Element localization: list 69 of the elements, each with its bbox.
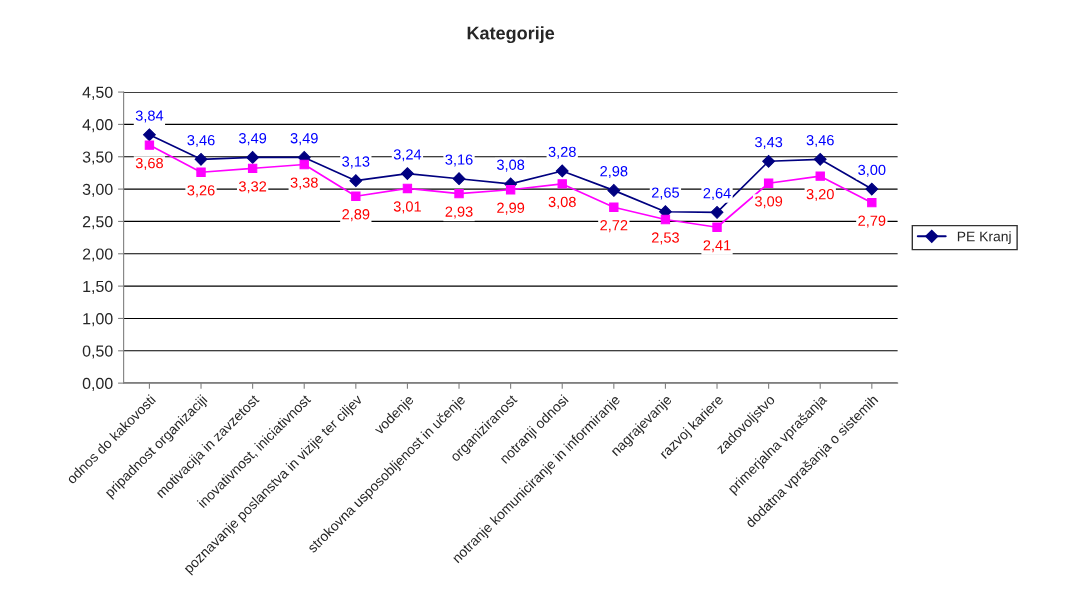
point [194,152,208,166]
y-tick-label: 1,00 [83,313,113,327]
point [867,197,877,208]
data-label: 3,24 [393,149,422,162]
data-label: 3,09 [754,196,783,209]
data-label: 2,53 [651,232,679,245]
point [143,128,156,142]
point [452,172,466,186]
data-label: 3,26 [187,185,215,198]
point [660,214,671,225]
y-tick-label: 4,00 [82,119,113,133]
point [555,164,569,178]
data-label: 3,20 [806,189,834,202]
legend-label: PE Kranj [957,231,1011,245]
point [712,222,722,232]
point [351,191,361,201]
data-label: 2,98 [600,166,628,179]
data-label: 3,00 [858,164,886,177]
point [763,178,774,188]
data-label: 3,13 [342,156,370,169]
data-label: 3,46 [806,135,834,148]
data-label: 3,68 [135,157,163,171]
data-label: 3,16 [445,154,473,167]
point [710,205,724,219]
y-tick-label: 1,50 [83,280,113,294]
point [401,167,414,180]
data-label: 3,08 [548,196,576,209]
data-label: 3,01 [393,201,421,214]
data-label: 2,93 [445,206,473,219]
point [865,182,879,196]
point [607,183,621,197]
point [247,163,258,174]
data-label: 3,49 [238,133,267,146]
data-label: 3,43 [754,136,783,150]
y-tick-label: 4,50 [82,86,113,100]
y-tick-label: 3,50 [82,151,113,165]
data-label: 3,08 [496,159,525,172]
data-label: 3,38 [290,177,318,190]
data-label: 2,64 [703,188,731,201]
point [813,152,827,166]
y-tick-label: 2,50 [82,216,113,230]
point [349,174,363,188]
data-label: 2,79 [858,215,886,228]
data-label: 3,49 [290,133,318,146]
data-label: 2,65 [651,187,680,200]
data-label: 2,99 [497,202,525,215]
data-label: 3,32 [238,181,267,194]
data-label: 3,84 [135,110,164,123]
point [454,188,464,199]
chart-title: Kategorije [467,26,555,44]
y-tick-label: 3,00 [82,183,113,197]
point [144,140,155,150]
data-label: 2,41 [703,240,731,253]
point [505,185,516,195]
y-tick-label: 0,50 [82,345,113,359]
point [815,171,825,181]
point [196,167,206,177]
y-tick-label: 0,00 [82,377,113,391]
point [762,154,776,168]
point [299,159,309,170]
point [609,202,619,212]
point [246,150,260,164]
data-label: 3,46 [187,135,215,148]
data-label: 3,28 [548,146,576,159]
y-tick-label: 2,00 [82,248,113,262]
data-label: 2,89 [342,209,370,222]
data-label: 2,72 [600,220,628,233]
point [557,179,567,189]
point [402,183,413,194]
